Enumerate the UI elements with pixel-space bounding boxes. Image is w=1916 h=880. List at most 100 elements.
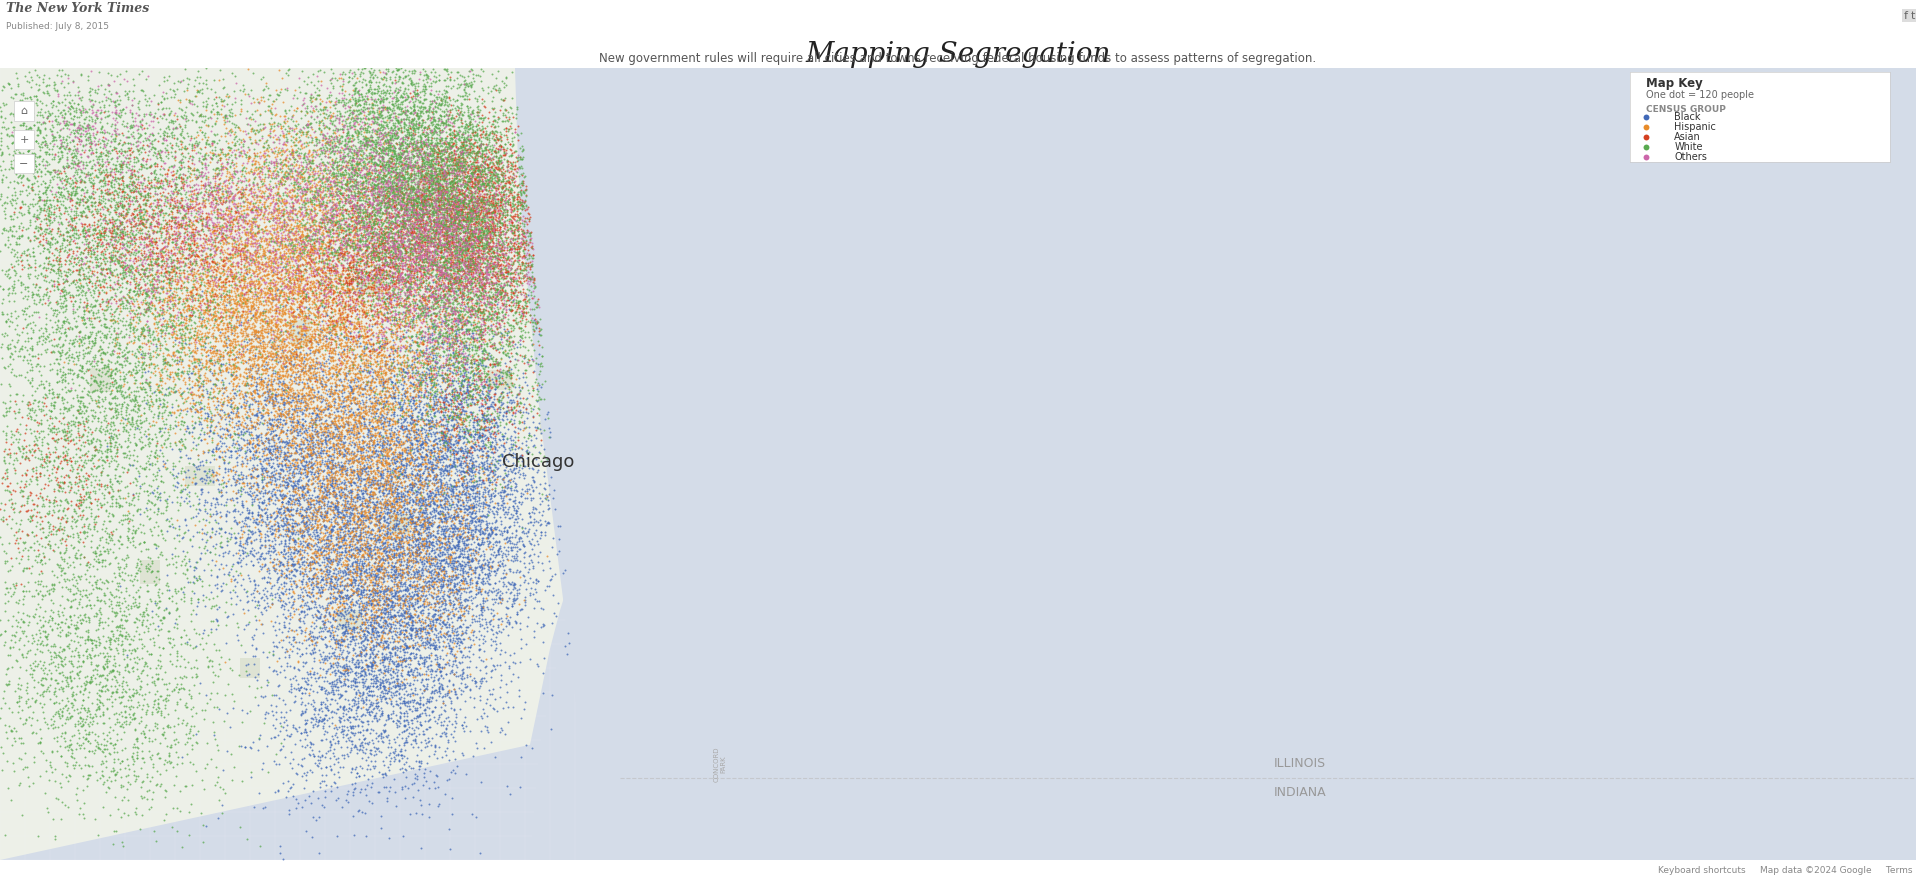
Point	[445, 231, 475, 246]
Point	[383, 178, 414, 192]
Point	[362, 153, 393, 167]
Point	[395, 297, 425, 312]
Point	[454, 290, 485, 304]
Point	[217, 256, 247, 270]
Point	[65, 175, 96, 189]
Point	[437, 459, 468, 473]
Point	[402, 510, 433, 524]
Point	[57, 431, 88, 445]
Point	[446, 502, 477, 517]
Point	[354, 401, 385, 415]
Point	[395, 245, 425, 259]
Point	[364, 202, 395, 216]
Point	[481, 257, 512, 271]
Point	[54, 362, 84, 376]
Point	[240, 325, 270, 339]
Point	[374, 280, 404, 294]
Point	[88, 715, 119, 730]
Point	[238, 180, 268, 194]
Point	[391, 366, 422, 380]
Point	[423, 260, 454, 275]
Point	[383, 546, 414, 560]
Point	[161, 109, 192, 123]
Point	[443, 262, 473, 276]
Point	[418, 551, 448, 565]
Point	[54, 135, 84, 149]
Point	[201, 264, 232, 278]
Point	[44, 576, 75, 590]
Point	[21, 519, 52, 533]
Point	[285, 415, 316, 429]
Point	[103, 566, 134, 580]
Point	[92, 364, 123, 378]
Point	[354, 524, 385, 538]
Point	[466, 419, 496, 433]
Point	[360, 226, 391, 240]
Point	[245, 374, 276, 388]
Point	[245, 502, 276, 516]
Point	[103, 338, 134, 352]
Point	[226, 715, 257, 729]
Point	[144, 767, 174, 781]
Point	[431, 741, 462, 755]
Point	[381, 475, 412, 489]
Point	[270, 158, 301, 172]
Point	[226, 273, 257, 287]
Point	[343, 202, 374, 216]
Point	[441, 458, 471, 472]
Point	[241, 214, 272, 228]
Point	[368, 642, 399, 656]
Point	[262, 370, 293, 385]
Point	[389, 106, 420, 120]
Point	[337, 378, 368, 392]
Point	[456, 274, 487, 288]
Point	[52, 469, 82, 483]
Point	[379, 206, 410, 220]
Point	[489, 562, 519, 576]
Point	[437, 392, 468, 407]
Point	[56, 583, 86, 597]
Point	[105, 537, 136, 551]
Point	[107, 391, 138, 405]
Point	[261, 192, 291, 206]
Point	[404, 226, 435, 240]
Point	[94, 230, 125, 244]
Point	[282, 352, 312, 366]
Point	[203, 497, 234, 511]
Point	[531, 549, 561, 563]
Point	[222, 313, 253, 327]
Point	[324, 206, 354, 220]
Point	[272, 257, 303, 271]
Point	[370, 602, 400, 616]
Point	[458, 498, 489, 512]
Point	[169, 526, 199, 540]
Point	[533, 406, 563, 420]
Point	[473, 180, 504, 194]
Point	[293, 441, 324, 455]
Point	[469, 187, 500, 201]
Point	[441, 576, 471, 590]
Point	[44, 609, 75, 623]
Point	[341, 146, 372, 160]
Point	[341, 503, 372, 517]
Point	[299, 213, 330, 227]
Point	[174, 363, 205, 378]
Point	[188, 818, 218, 832]
Point	[445, 282, 475, 296]
Point	[320, 566, 351, 580]
Point	[468, 305, 498, 319]
Point	[226, 265, 257, 279]
Point	[454, 427, 485, 441]
Point	[111, 275, 142, 290]
Point	[42, 307, 73, 321]
Point	[222, 568, 253, 582]
Point	[504, 216, 535, 230]
Point	[65, 246, 96, 260]
Point	[489, 307, 519, 321]
Point	[383, 532, 414, 546]
Point	[351, 435, 381, 449]
Point	[117, 689, 148, 703]
Point	[186, 546, 217, 561]
Point	[34, 257, 65, 271]
Point	[477, 210, 508, 224]
